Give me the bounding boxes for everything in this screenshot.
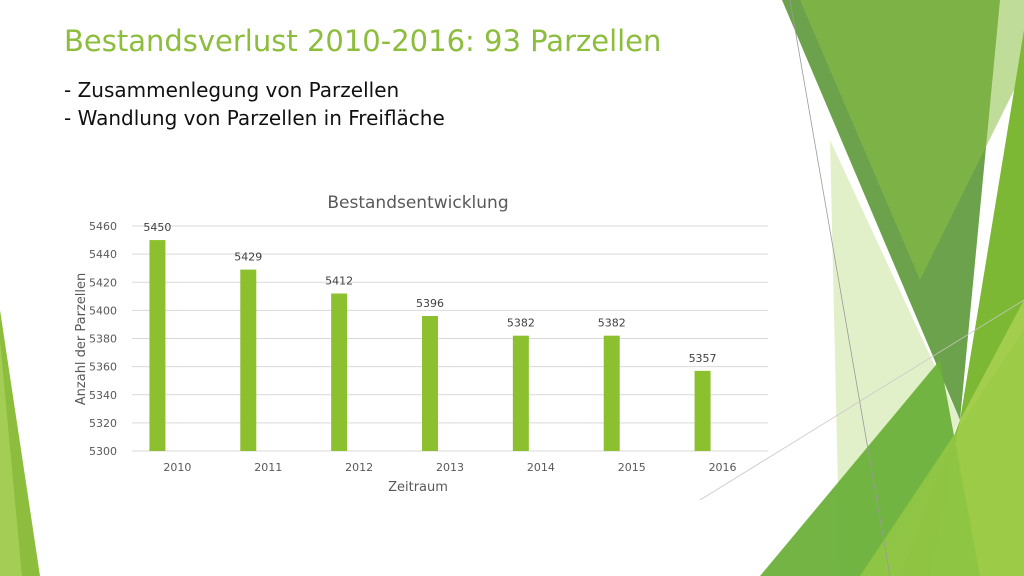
x-tick-label: 2013 [436, 461, 464, 474]
x-tick-label: 2014 [527, 461, 555, 474]
y-tick-label: 5460 [89, 220, 117, 233]
bar [149, 240, 166, 451]
data-label: 5357 [689, 352, 717, 365]
data-label: 5429 [234, 251, 262, 264]
deco-line-1 [789, 0, 891, 576]
bar [331, 293, 348, 451]
y-tick-label: 5300 [89, 445, 117, 458]
bar [422, 316, 438, 451]
gridlines [132, 225, 768, 452]
x-tick-label: 2015 [618, 461, 646, 474]
bottom-light-facet [860, 330, 1024, 576]
y-tick-label: 5320 [89, 417, 117, 430]
deco-line-2 [699, 299, 1024, 501]
x-axis-ticks: 2010 2011 2012 2013 2014 2015 2016 [163, 461, 736, 474]
bar [603, 335, 620, 451]
bars [149, 240, 711, 451]
bar [694, 370, 711, 451]
data-label: 5382 [507, 317, 535, 330]
x-tick-label: 2011 [254, 461, 282, 474]
y-tick-label: 5400 [89, 304, 117, 317]
bar [240, 269, 257, 451]
x-axis-label: Zeitraum [388, 480, 448, 495]
x-tick-label: 2012 [345, 461, 373, 474]
y-tick-label: 5440 [89, 248, 117, 261]
data-label: 5382 [598, 317, 626, 330]
y-tick-label: 5360 [89, 361, 117, 374]
right-light-facet [800, 0, 1024, 280]
bar [512, 335, 529, 451]
data-label: 5450 [143, 221, 171, 234]
y-tick-label: 5420 [89, 276, 117, 289]
left-light-shape [0, 340, 22, 576]
y-tick-label: 5380 [89, 333, 117, 346]
y-axis-ticks: 5300 5320 5340 5360 5380 5400 5420 5440 5460 [89, 220, 117, 458]
chart-title: Bestandsentwicklung [327, 193, 508, 213]
y-axis-label: Anzahl der Parzellen [74, 273, 89, 405]
bullet-item: - Zusammenlegung von Parzellen [64, 78, 400, 102]
x-tick-label: 2016 [709, 461, 737, 474]
data-label: 5396 [416, 297, 444, 310]
data-label: 5412 [325, 275, 353, 288]
y-tick-label: 5340 [89, 389, 117, 402]
slide-title: Bestandsverlust 2010-2016: 93 Parzellen [64, 24, 662, 58]
x-tick-label: 2010 [163, 461, 191, 474]
bullet-list: - Zusammenlegung von Parzellen - Wandlun… [64, 76, 445, 132]
bullet-item: - Wandlung von Parzellen in Freifläche [64, 106, 445, 130]
bar-chart: Bestandsentwicklung 5300 5320 5340 5360 5380… [74, 193, 768, 495]
data-labels: 5450 5429 5412 5396 5382 5382 5357 [143, 221, 716, 365]
